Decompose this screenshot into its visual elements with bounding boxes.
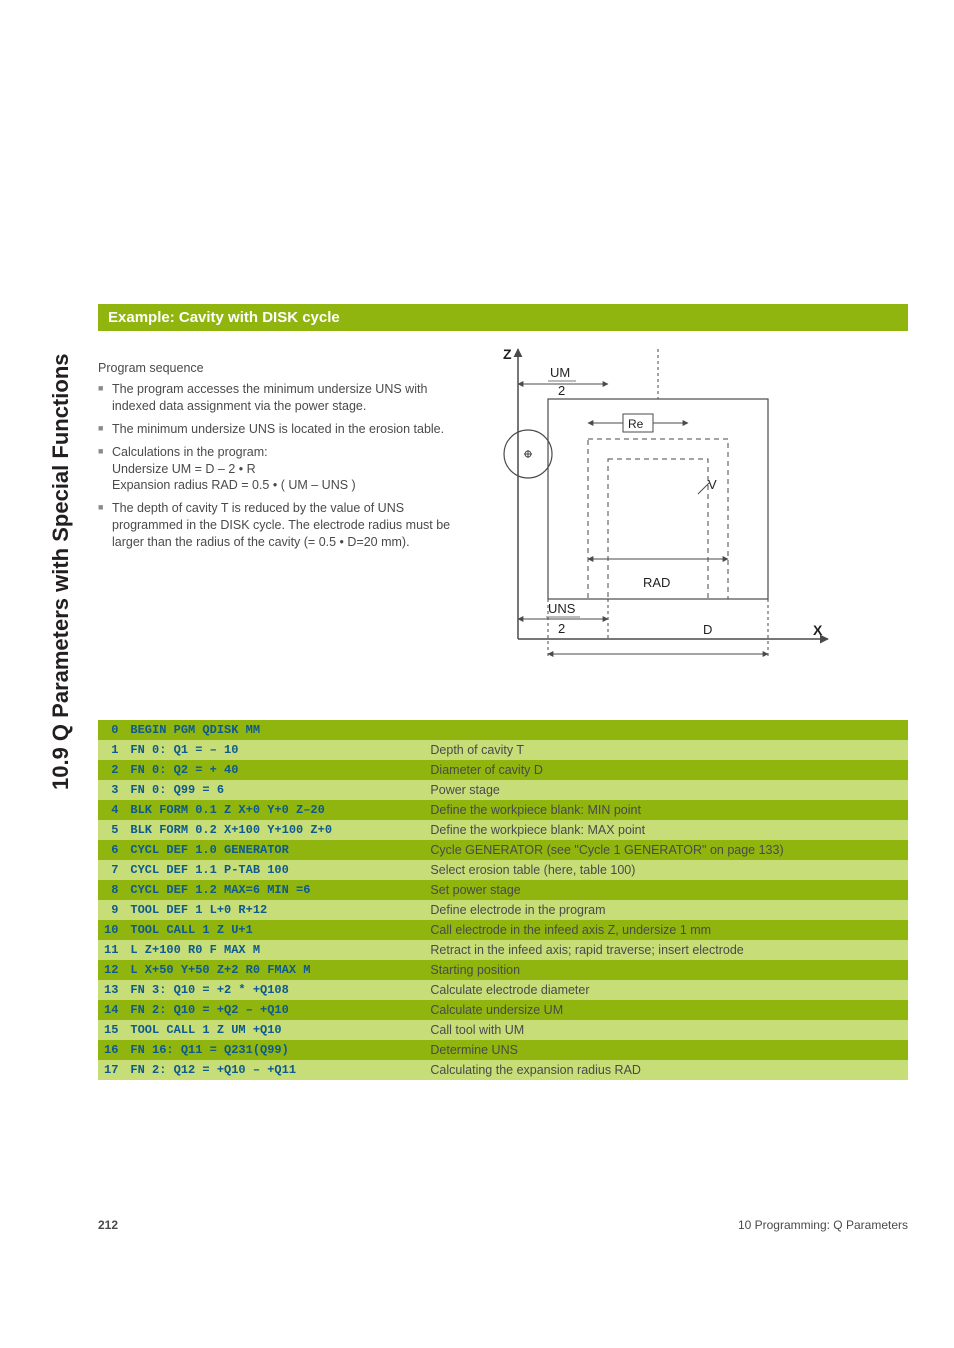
code-cell: FN 0: Q1 = – 10 [124, 740, 424, 760]
code-cell: BLK FORM 0.1 Z X+0 Y+0 Z–20 [124, 800, 424, 820]
table-row: 14FN 2: Q10 = +Q2 – +Q10Calculate unders… [98, 1000, 908, 1020]
line-number: 0 [98, 720, 124, 740]
description-cell: Retract in the infeed axis; rapid traver… [424, 940, 908, 960]
table-row: 17FN 2: Q12 = +Q10 – +Q11Calculating the… [98, 1060, 908, 1080]
line-number: 11 [98, 940, 124, 960]
section-heading: 10.9 Q Parameters with Special Functions [48, 354, 74, 791]
label-um: UM [550, 365, 570, 380]
code-cell: L X+50 Y+50 Z+2 R0 FMAX M [124, 960, 424, 980]
list-item: Calculations in the program: Undersize U… [98, 444, 458, 495]
table-row: 16FN 16: Q11 = Q231(Q99)Determine UNS [98, 1040, 908, 1060]
table-row: 0BEGIN PGM QDISK MM [98, 720, 908, 740]
code-cell: CYCL DEF 1.0 GENERATOR [124, 840, 424, 860]
example-title: Example: Cavity with DISK cycle [98, 304, 908, 331]
description-cell: Depth of cavity T [424, 740, 908, 760]
table-row: 10TOOL CALL 1 Z U+1Call electrode in the… [98, 920, 908, 940]
code-cell: CYCL DEF 1.1 P-TAB 100 [124, 860, 424, 880]
line-number: 9 [98, 900, 124, 920]
table-row: 1FN 0: Q1 = – 10Depth of cavity T [98, 740, 908, 760]
description-cell: Call electrode in the infeed axis Z, und… [424, 920, 908, 940]
table-row: 11L Z+100 R0 F MAX MRetract in the infee… [98, 940, 908, 960]
table-row: 15TOOL CALL 1 Z UM +Q10Call tool with UM [98, 1020, 908, 1040]
description-cell: Calculate undersize UM [424, 1000, 908, 1020]
label-uns-denom: 2 [558, 621, 565, 636]
table-row: 9TOOL DEF 1 L+0 R+12Define electrode in … [98, 900, 908, 920]
code-cell: FN 0: Q2 = + 40 [124, 760, 424, 780]
code-cell: FN 16: Q11 = Q231(Q99) [124, 1040, 424, 1060]
code-cell: CYCL DEF 1.2 MAX=6 MIN =6 [124, 880, 424, 900]
code-cell: FN 0: Q99 = 6 [124, 780, 424, 800]
table-row: 4BLK FORM 0.1 Z X+0 Y+0 Z–20Define the w… [98, 800, 908, 820]
label-um-denom: 2 [558, 383, 565, 398]
axis-z-label: Z [503, 346, 512, 362]
line-number: 8 [98, 880, 124, 900]
code-cell: TOOL DEF 1 L+0 R+12 [124, 900, 424, 920]
description-cell [424, 720, 908, 740]
description-cell: Starting position [424, 960, 908, 980]
label-re: Re [628, 417, 644, 431]
table-row: 13FN 3: Q10 = +2 * +Q108Calculate electr… [98, 980, 908, 1000]
table-row: 5BLK FORM 0.2 X+100 Y+100 Z+0Define the … [98, 820, 908, 840]
axis-x-label: X [813, 622, 823, 638]
description-cell: Define the workpiece blank: MAX point [424, 820, 908, 840]
label-rad: RAD [643, 575, 670, 590]
line-number: 17 [98, 1060, 124, 1080]
line-number: 5 [98, 820, 124, 840]
line-number: 16 [98, 1040, 124, 1060]
program-listing-table: 0BEGIN PGM QDISK MM1FN 0: Q1 = – 10Depth… [98, 720, 908, 1080]
intro-label: Program sequence [98, 361, 458, 375]
code-cell: L Z+100 R0 F MAX M [124, 940, 424, 960]
description-cell: Call tool with UM [424, 1020, 908, 1040]
line-number: 2 [98, 760, 124, 780]
code-cell: TOOL CALL 1 Z UM +Q10 [124, 1020, 424, 1040]
description-cell: Cycle GENERATOR (see "Cycle 1 GENERATOR"… [424, 840, 908, 860]
table-row: 2FN 0: Q2 = + 40Diameter of cavity D [98, 760, 908, 780]
list-item: The program accesses the minimum undersi… [98, 381, 458, 415]
list-item: The minimum undersize UNS is located in … [98, 421, 458, 438]
line-number: 14 [98, 1000, 124, 1020]
line-number: 15 [98, 1020, 124, 1040]
code-cell: BLK FORM 0.2 X+100 Y+100 Z+0 [124, 820, 424, 840]
list-item: The depth of cavity T is reduced by the … [98, 500, 458, 551]
chapter-label: 10 Programming: Q Parameters [738, 1218, 908, 1232]
code-cell: TOOL CALL 1 Z U+1 [124, 920, 424, 940]
description-cell: Calculate electrode diameter [424, 980, 908, 1000]
line-number: 10 [98, 920, 124, 940]
line-number: 7 [98, 860, 124, 880]
table-row: 12L X+50 Y+50 Z+2 R0 FMAX MStarting posi… [98, 960, 908, 980]
code-cell: FN 2: Q12 = +Q10 – +Q11 [124, 1060, 424, 1080]
table-row: 6CYCL DEF 1.0 GENERATORCycle GENERATOR (… [98, 840, 908, 860]
table-row: 8CYCL DEF 1.2 MAX=6 MIN =6Set power stag… [98, 880, 908, 900]
label-v: V [708, 477, 717, 492]
line-number: 3 [98, 780, 124, 800]
line-number: 1 [98, 740, 124, 760]
description-cell: Power stage [424, 780, 908, 800]
program-sequence-list: The program accesses the minimum undersi… [98, 381, 458, 551]
code-cell: BEGIN PGM QDISK MM [124, 720, 424, 740]
table-row: 7CYCL DEF 1.1 P-TAB 100Select erosion ta… [98, 860, 908, 880]
description-cell: Determine UNS [424, 1040, 908, 1060]
description-cell: Set power stage [424, 880, 908, 900]
line-number: 13 [98, 980, 124, 1000]
page-content: Example: Cavity with DISK cycle Program … [98, 304, 908, 1080]
code-cell: FN 2: Q10 = +Q2 – +Q10 [124, 1000, 424, 1020]
description-cell: Define the workpiece blank: MIN point [424, 800, 908, 820]
label-d: D [703, 622, 712, 637]
table-row: 3FN 0: Q99 = 6Power stage [98, 780, 908, 800]
description-cell: Diameter of cavity D [424, 760, 908, 780]
label-uns: UNS [548, 601, 576, 616]
line-number: 12 [98, 960, 124, 980]
description-cell: Calculating the expansion radius RAD [424, 1060, 908, 1080]
cavity-diagram: Z X UM 2 Re [488, 339, 838, 669]
page-footer: 212 10 Programming: Q Parameters [98, 1218, 908, 1232]
description-cell: Select erosion table (here, table 100) [424, 860, 908, 880]
line-number: 4 [98, 800, 124, 820]
code-cell: FN 3: Q10 = +2 * +Q108 [124, 980, 424, 1000]
line-number: 6 [98, 840, 124, 860]
description-cell: Define electrode in the program [424, 900, 908, 920]
page-number: 212 [98, 1218, 118, 1232]
